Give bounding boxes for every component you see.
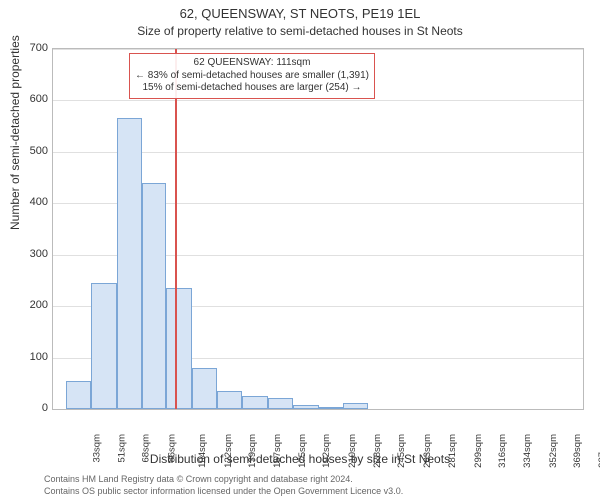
- footer-line-1: Contains HM Land Registry data © Crown c…: [44, 474, 353, 484]
- ytick-labels: 0100200300400500600700: [52, 48, 582, 408]
- ytick-label: 300: [30, 248, 48, 260]
- ytick-label: 500: [30, 145, 48, 157]
- page-title: 62, QUEENSWAY, ST NEOTS, PE19 1EL: [0, 6, 600, 21]
- ytick-label: 100: [30, 351, 48, 363]
- x-axis-label: Distribution of semi-detached houses by …: [0, 452, 600, 466]
- ytick-label: 700: [30, 42, 48, 54]
- footer-line-2: Contains OS public sector information li…: [44, 486, 403, 496]
- ytick-label: 0: [42, 402, 48, 414]
- page-subtitle: Size of property relative to semi-detach…: [0, 24, 600, 38]
- ytick-label: 600: [30, 93, 48, 105]
- y-axis-label: Number of semi-detached properties: [8, 35, 22, 230]
- ytick-label: 400: [30, 196, 48, 208]
- ytick-label: 200: [30, 299, 48, 311]
